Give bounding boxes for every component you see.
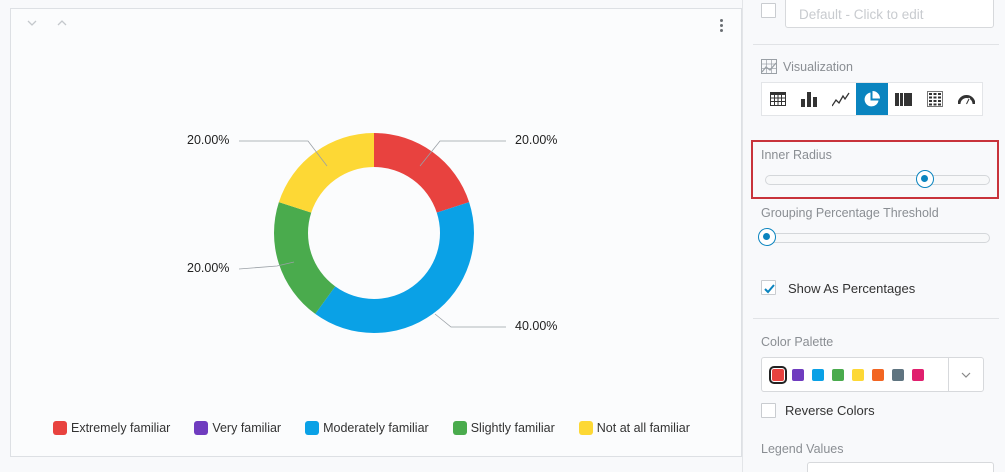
show-percentages-label: Show As Percentages <box>788 281 916 296</box>
visualization-label: Visualization <box>783 60 853 74</box>
leader-line <box>239 140 328 167</box>
pie-chart-icon <box>865 90 881 106</box>
palette-swatch-green[interactable] <box>832 368 844 381</box>
breakdown-bar-icon <box>894 92 912 106</box>
chevron-down-icon[interactable] <box>25 17 39 31</box>
viz-grid-button[interactable] <box>919 83 950 115</box>
donut-slice[interactable] <box>315 202 475 334</box>
palette-swatch-red[interactable] <box>769 365 787 384</box>
viz-table-button[interactable] <box>762 83 793 115</box>
title-checkbox[interactable] <box>761 3 776 18</box>
palette-swatches <box>762 358 948 391</box>
color-palette-label: Color Palette <box>761 335 834 349</box>
visualization-toolbar <box>761 82 983 116</box>
inner-radius-slider[interactable] <box>765 175 990 185</box>
palette-swatch-orange[interactable] <box>872 368 884 381</box>
show-percentages-checkbox[interactable] <box>761 280 776 295</box>
legend-values-label: Legend Values <box>761 442 844 456</box>
title-input[interactable]: Default - Click to edit <box>785 0 994 28</box>
donut-slice[interactable] <box>274 202 336 314</box>
legend-swatch <box>53 421 67 435</box>
palette-swatch-purple[interactable] <box>792 368 804 381</box>
viz-gauge-button[interactable] <box>951 83 982 115</box>
donut-slice[interactable] <box>374 133 470 213</box>
inner-radius-label: Inner Radius <box>761 148 832 162</box>
palette-dropdown-button[interactable] <box>948 358 983 391</box>
checkmark-icon <box>764 284 775 294</box>
divider <box>753 44 999 45</box>
palette-swatch-yellow[interactable] <box>852 368 864 381</box>
legend-label: Slightly familiar <box>470 421 555 435</box>
grouping-threshold-slider-thumb[interactable] <box>758 228 776 246</box>
grouping-threshold-slider[interactable] <box>765 233 990 243</box>
line-chart-icon <box>831 92 850 106</box>
legend-label: Moderately familiar <box>323 421 429 435</box>
visualization-icon <box>761 59 777 74</box>
kebab-menu-icon[interactable] <box>717 19 725 35</box>
bar-chart-icon <box>801 91 818 107</box>
slice-label-not-at-all: 20.00% <box>187 133 230 147</box>
divider <box>753 318 999 319</box>
viz-breakdown-bar-button[interactable] <box>888 83 919 115</box>
gauge-icon <box>957 94 975 104</box>
legend-label: Very familiar <box>212 421 282 435</box>
legend-item[interactable]: Very familiar <box>194 421 281 435</box>
chart-legend: Extremely familiar Very familiar Moderat… <box>53 421 714 435</box>
legend-item[interactable]: Not at all familiar <box>578 421 690 435</box>
settings-panel: Default - Click to edit Visualization <box>742 0 1005 472</box>
legend-item[interactable]: Extremely familiar <box>53 421 170 435</box>
table-icon <box>769 92 786 106</box>
palette-swatch-blue[interactable] <box>812 368 824 381</box>
chevron-down-icon <box>961 372 971 378</box>
grouping-threshold-label: Grouping Percentage Threshold <box>761 206 939 220</box>
slice-label-moderately: 40.00% <box>515 319 558 333</box>
legend-label: Extremely familiar <box>71 421 171 435</box>
viz-line-button[interactable] <box>825 83 856 115</box>
legend-swatch <box>578 421 593 435</box>
leader-line <box>419 140 506 167</box>
palette-swatch-slate[interactable] <box>892 368 904 381</box>
legend-values-select[interactable] <box>807 462 994 472</box>
legend-swatch <box>452 421 467 435</box>
reverse-colors-label: Reverse Colors <box>785 403 875 418</box>
leader-line <box>238 261 295 270</box>
leader-line <box>434 313 506 328</box>
legend-swatch <box>194 421 209 435</box>
grid-icon <box>926 91 943 107</box>
color-palette-select[interactable] <box>761 357 984 392</box>
inner-radius-slider-thumb[interactable] <box>916 170 934 188</box>
donut-slice[interactable] <box>278 133 374 213</box>
viz-pie-button[interactable] <box>856 83 888 115</box>
chevron-up-icon[interactable] <box>55 17 69 31</box>
reverse-colors-checkbox[interactable] <box>761 403 776 418</box>
slice-label-extremely: 20.00% <box>515 133 558 147</box>
legend-swatch <box>305 421 320 435</box>
inner-radius-highlight <box>751 140 999 199</box>
slice-label-slightly: 20.00% <box>187 261 230 275</box>
chart-card: 20.00% 40.00% 20.00% 20.00% Extremely fa… <box>10 8 742 457</box>
viz-bar-button[interactable] <box>793 83 824 115</box>
legend-item[interactable]: Slightly familiar <box>452 421 555 435</box>
legend-label: Not at all familiar <box>596 421 690 435</box>
donut-chart <box>238 133 506 334</box>
legend-item[interactable]: Moderately familiar <box>305 421 429 435</box>
palette-swatch-pink[interactable] <box>912 368 924 381</box>
